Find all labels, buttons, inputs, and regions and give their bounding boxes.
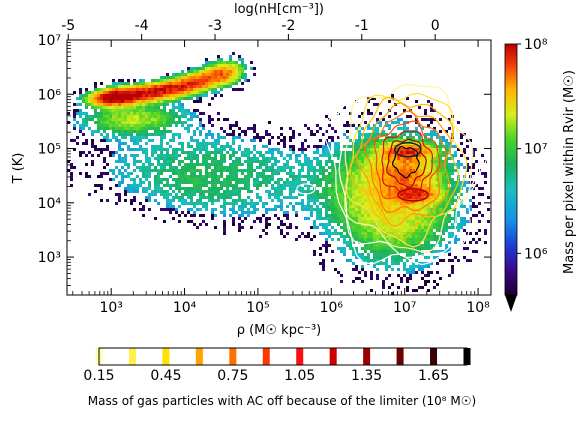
x-axis-label: ρ (M☉ kpc⁻³)	[237, 323, 322, 338]
heatmap-layer	[67, 52, 490, 295]
contour-level-swatch	[363, 348, 371, 365]
top-tick-label: -4	[135, 18, 149, 34]
contour-level-swatch	[296, 348, 304, 365]
contour-level-swatch	[396, 348, 404, 365]
x-tick-label: 10⁵	[246, 300, 269, 316]
x-tick-label: 10⁶	[320, 300, 344, 316]
mass-colorbar-ticks: 10⁶ 10⁷ 10⁸	[517, 37, 548, 262]
x-tick-label: 10⁷	[393, 300, 416, 316]
contour-colorbar-label: Mass of gas particles with AC off becaus…	[88, 394, 476, 408]
top-tick-label: -1	[355, 18, 369, 34]
contour-tick-label: 1.65	[418, 368, 449, 384]
contour-tick-label: 1.05	[284, 368, 315, 384]
top-tick-label: -5	[61, 18, 75, 34]
x-axis-top: -5 -4 -3 -2 -1 0	[61, 18, 440, 40]
contour-tick-label: 0.45	[150, 368, 181, 384]
contour-colorbar	[95, 347, 471, 366]
contour-layer	[296, 59, 488, 266]
x-tick-label: 10³	[99, 300, 122, 316]
colorbar-extend-triangle	[505, 295, 517, 312]
contour-colorbar-ticks: 0.15 0.45 0.75 1.05 1.35 1.65	[83, 368, 449, 384]
contour-tick-label: 0.75	[217, 368, 248, 384]
mass-colorbar-label: Mass per pixel within Rvir (M☉)	[562, 70, 577, 274]
contour-tick-label: 1.35	[351, 368, 382, 384]
mass-colorbar	[504, 43, 518, 296]
contour-tick-label: 0.15	[83, 368, 114, 384]
top-tick-label: 0	[431, 18, 440, 34]
top-axis-label: log(nH[cm⁻³])	[234, 2, 324, 17]
colorbar-tick-label: 10⁶	[524, 246, 548, 262]
contour-level-swatch	[128, 348, 136, 365]
y-tick-label: 10⁴	[38, 196, 62, 212]
plot-frame	[66, 39, 492, 296]
colorbar-tick-label: 10⁸	[524, 37, 548, 53]
contour-level-swatch	[195, 348, 203, 365]
x-tick-label: 10⁴	[173, 300, 197, 316]
x-tick-label: 10⁸	[466, 300, 490, 316]
y-tick-label: 10³	[38, 250, 61, 266]
top-tick-label: -2	[281, 18, 295, 34]
x-axis-bottom: 10³ 10⁴ 10⁵ 10⁶ 10⁷ 10⁸	[72, 40, 490, 316]
contour-level-swatch	[229, 348, 237, 365]
y-tick-label: 10⁶	[38, 87, 62, 103]
contour-level-swatch	[430, 348, 438, 365]
top-tick-label: -3	[208, 18, 222, 34]
contour-level-swatch	[262, 348, 270, 365]
y-axis-left: 10³ 10⁴ 10⁵ 10⁶ 10⁷	[38, 33, 491, 286]
y-tick-label: 10⁷	[38, 33, 61, 49]
contour-level-swatch	[162, 348, 170, 365]
y-tick-label: 10⁵	[38, 142, 61, 158]
contour-level-swatch	[329, 348, 337, 365]
y-axis-label: T (K)	[11, 153, 26, 185]
colorbar-tick-label: 10⁷	[524, 142, 547, 158]
